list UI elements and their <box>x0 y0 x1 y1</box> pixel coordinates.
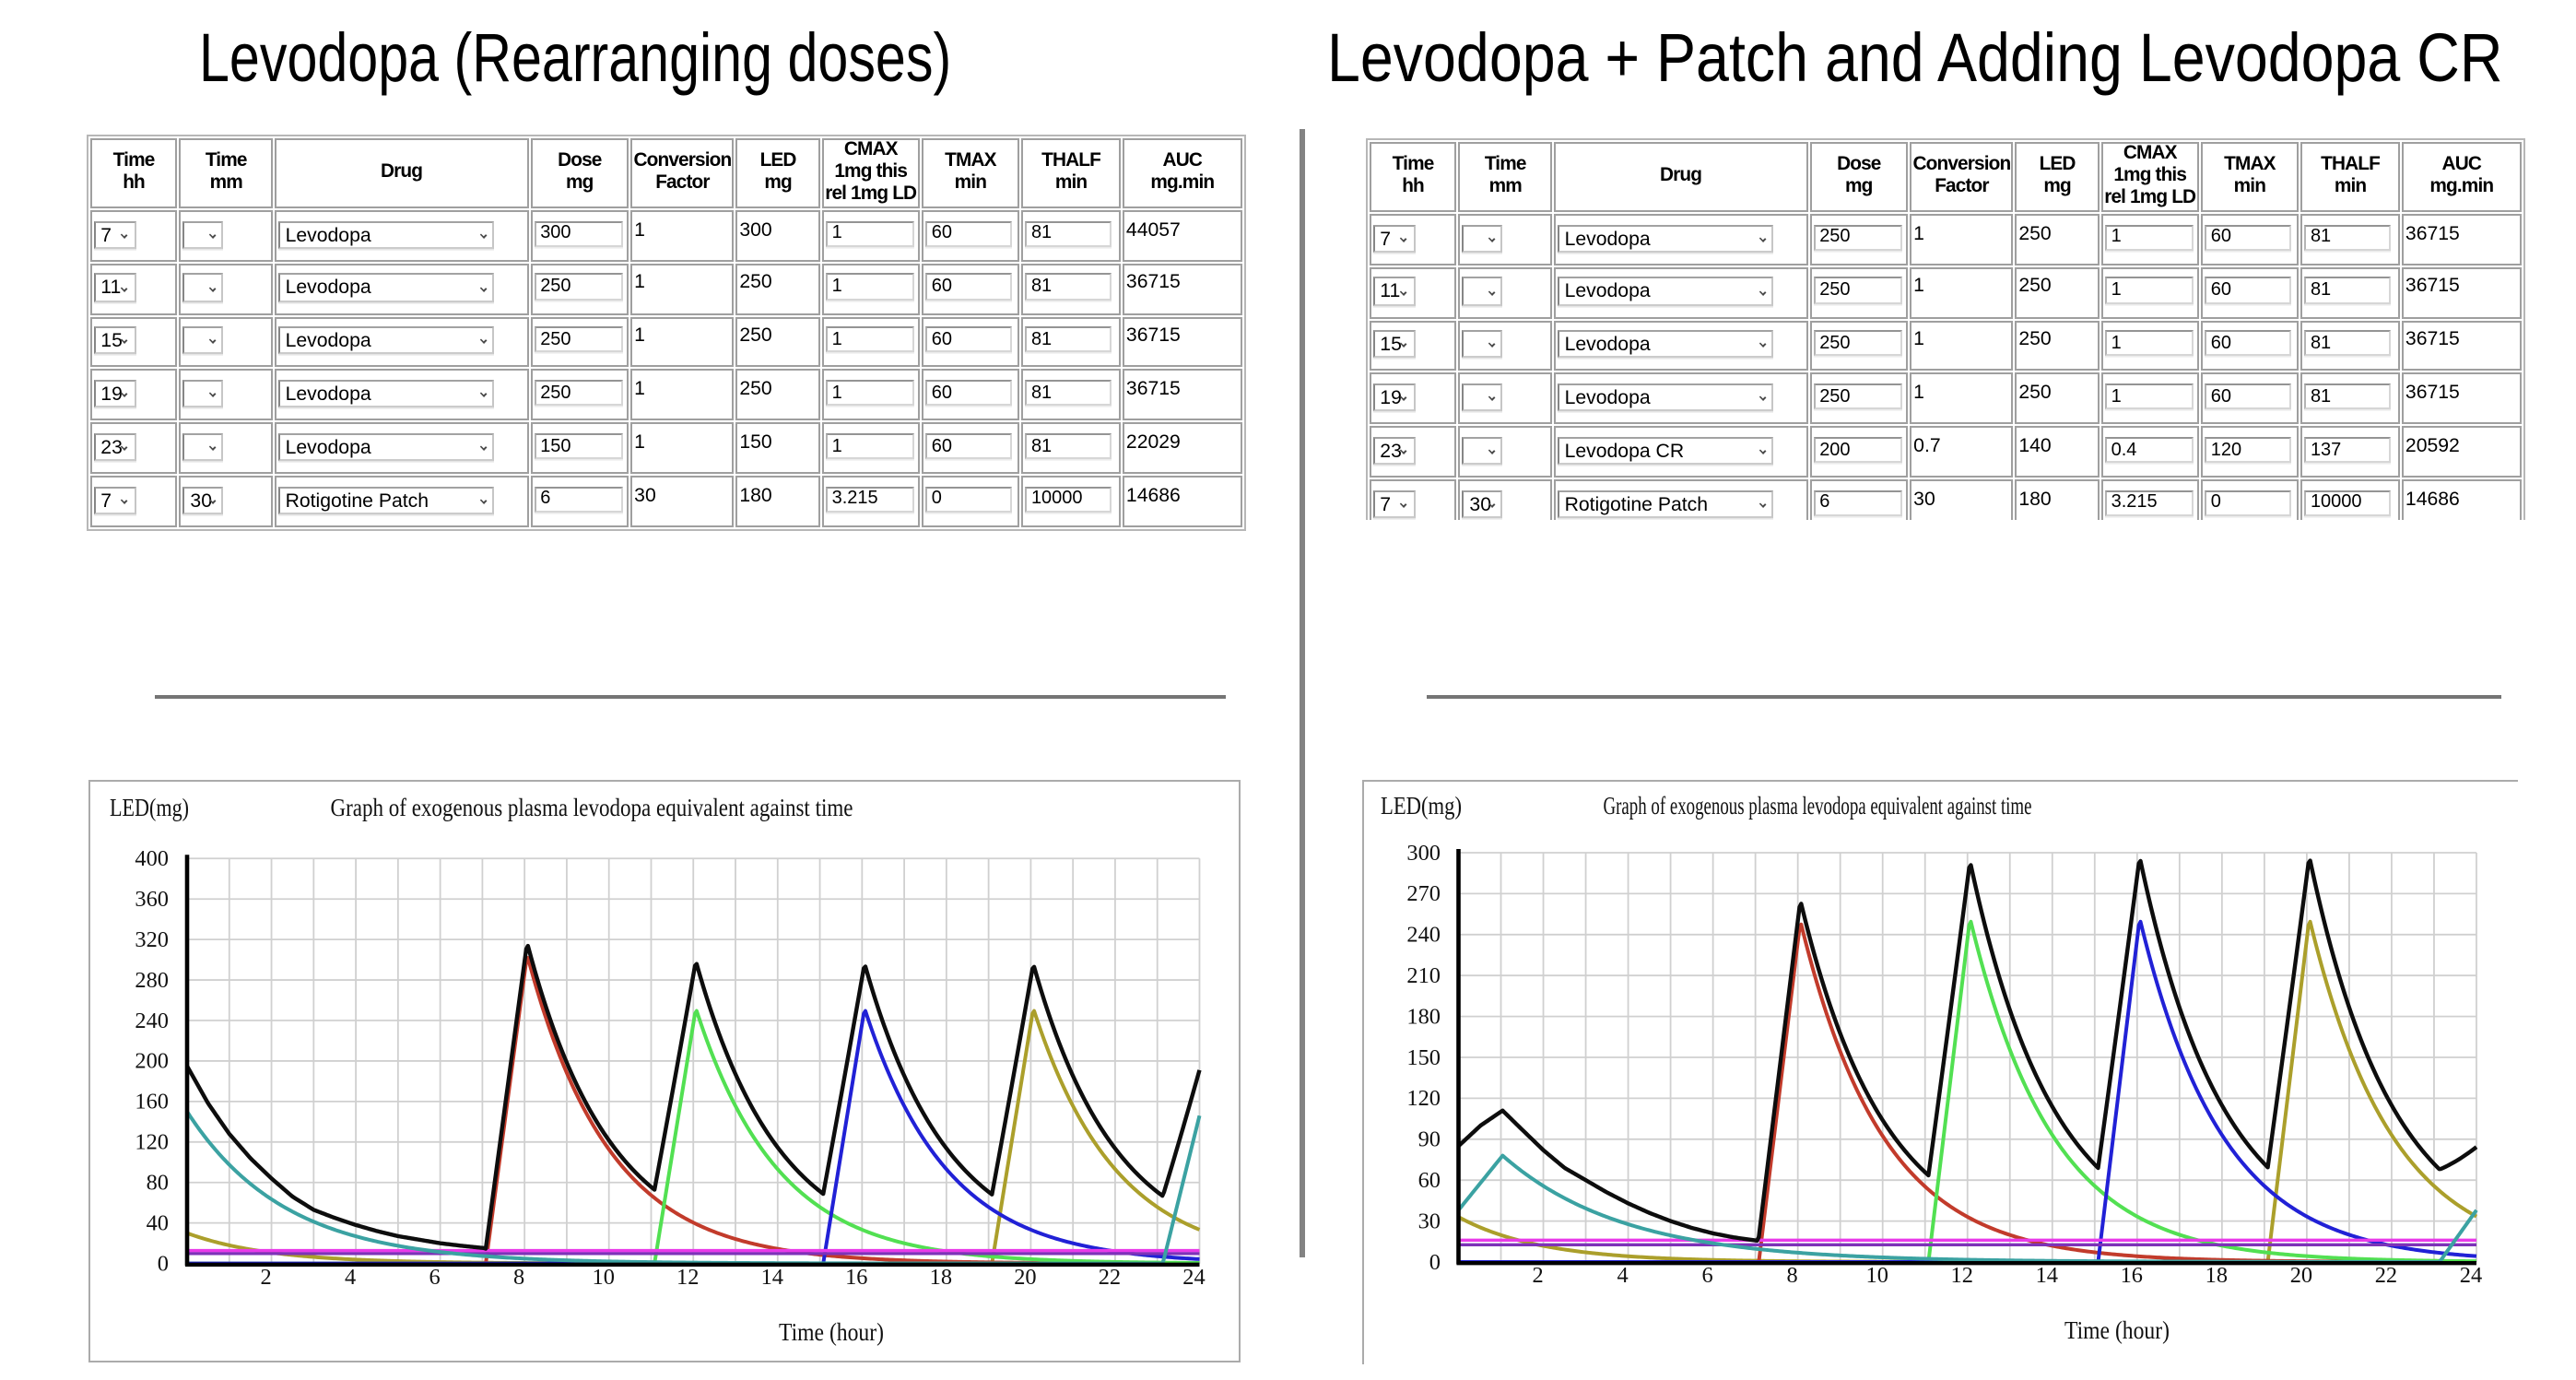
svg-text:4: 4 <box>345 1265 356 1290</box>
svg-text:14: 14 <box>761 1265 783 1290</box>
svg-text:12: 12 <box>1951 1263 1973 1288</box>
svg-text:60: 60 <box>1418 1168 1441 1193</box>
svg-text:2: 2 <box>260 1265 271 1290</box>
svg-text:80: 80 <box>147 1171 169 1196</box>
svg-text:16: 16 <box>845 1265 867 1290</box>
svg-text:16: 16 <box>2121 1263 2143 1288</box>
svg-text:240: 240 <box>135 1008 169 1033</box>
svg-text:150: 150 <box>1406 1045 1441 1070</box>
svg-text:270: 270 <box>1406 881 1441 906</box>
svg-text:120: 120 <box>1406 1086 1441 1111</box>
svg-text:6: 6 <box>429 1265 441 1290</box>
svg-text:Time (hour): Time (hour) <box>779 1318 884 1346</box>
svg-text:18: 18 <box>930 1265 952 1290</box>
svg-text:6: 6 <box>1702 1263 1713 1288</box>
svg-text:320: 320 <box>135 927 169 952</box>
svg-text:8: 8 <box>1787 1263 1798 1288</box>
svg-text:0: 0 <box>158 1251 169 1276</box>
svg-text:24: 24 <box>1182 1265 1205 1290</box>
svg-text:120: 120 <box>135 1130 169 1155</box>
svg-text:180: 180 <box>1406 1004 1441 1029</box>
svg-text:22: 22 <box>1099 1265 1121 1290</box>
svg-text:LED(mg): LED(mg) <box>1381 792 1462 820</box>
svg-text:20: 20 <box>2290 1263 2312 1288</box>
svg-text:400: 400 <box>135 846 169 871</box>
svg-text:40: 40 <box>147 1210 169 1235</box>
svg-text:4: 4 <box>1617 1263 1628 1288</box>
svg-text:Graph of exogenous plasma levo: Graph of exogenous plasma levodopa equiv… <box>1604 792 2032 820</box>
svg-text:0: 0 <box>1429 1250 1441 1275</box>
svg-text:240: 240 <box>1406 923 1441 948</box>
svg-text:30: 30 <box>1418 1209 1441 1233</box>
svg-text:20: 20 <box>1014 1265 1036 1290</box>
svg-text:22: 22 <box>2375 1263 2397 1288</box>
svg-text:14: 14 <box>2036 1263 2058 1288</box>
svg-text:300: 300 <box>1406 841 1441 866</box>
svg-text:Time (hour): Time (hour) <box>2064 1316 2170 1344</box>
svg-text:LED(mg): LED(mg) <box>110 794 189 821</box>
svg-text:210: 210 <box>1406 963 1441 988</box>
svg-text:8: 8 <box>513 1265 524 1290</box>
svg-text:90: 90 <box>1418 1127 1441 1152</box>
svg-text:24: 24 <box>2460 1263 2482 1288</box>
svg-text:12: 12 <box>676 1265 699 1290</box>
svg-text:18: 18 <box>2205 1263 2228 1288</box>
svg-text:Graph of exogenous plasma levo: Graph of exogenous plasma levodopa equiv… <box>331 794 853 821</box>
svg-text:160: 160 <box>135 1090 169 1115</box>
svg-text:280: 280 <box>135 968 169 993</box>
svg-text:10: 10 <box>1866 1263 1888 1288</box>
svg-text:2: 2 <box>1532 1263 1543 1288</box>
svg-text:10: 10 <box>593 1265 615 1290</box>
svg-text:200: 200 <box>135 1049 169 1074</box>
svg-text:360: 360 <box>135 887 169 912</box>
